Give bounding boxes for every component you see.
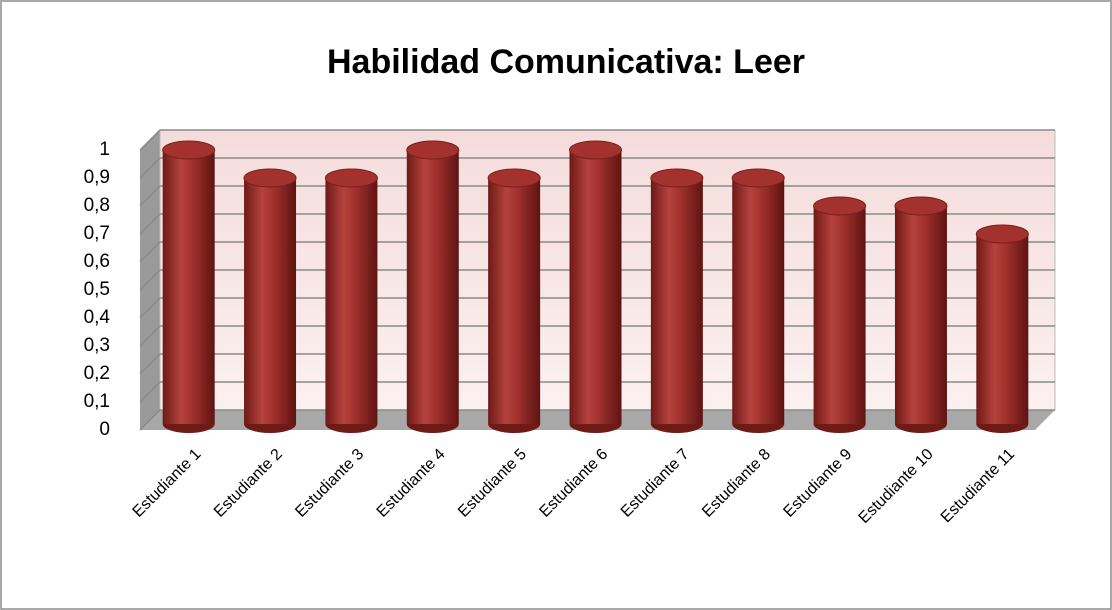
bar-top	[731, 168, 785, 188]
bar-top	[650, 168, 704, 188]
bar	[569, 150, 622, 424]
y-tick-label: 0,4	[84, 307, 111, 328]
y-tick-label: 0,2	[84, 363, 110, 384]
y-tick-label: 0,8	[84, 195, 110, 216]
grid-line	[139, 157, 1055, 179]
bar-top	[975, 224, 1029, 244]
bar	[488, 178, 541, 424]
bar-top	[324, 168, 378, 188]
bar-top	[487, 168, 541, 188]
y-tick-label: 0,3	[84, 335, 110, 356]
bar	[162, 150, 215, 424]
bar	[813, 206, 866, 424]
y-tick-label: 0,1	[84, 391, 110, 412]
bar	[732, 178, 785, 424]
y-tick-label: 1	[99, 139, 110, 160]
bar-top	[162, 140, 216, 160]
bar-top	[406, 140, 460, 160]
y-tick-label: 0,9	[84, 167, 110, 188]
y-tick-label: 0,5	[84, 279, 110, 300]
chart-title: Habilidad Comunicativa: Leer	[327, 43, 805, 81]
bar-top	[569, 140, 622, 160]
bar-top	[894, 196, 948, 216]
y-tick-label: 0,7	[84, 223, 110, 244]
bar	[894, 206, 947, 424]
bar-top	[243, 168, 297, 188]
y-tick-label: 0	[99, 419, 110, 440]
grid-line	[139, 129, 1055, 151]
bar-top	[813, 196, 867, 216]
bar	[325, 178, 378, 424]
bar	[406, 150, 459, 424]
y-tick-label: 0,6	[84, 251, 110, 272]
bar	[976, 234, 1029, 424]
bar	[244, 178, 297, 424]
bar	[650, 178, 703, 424]
